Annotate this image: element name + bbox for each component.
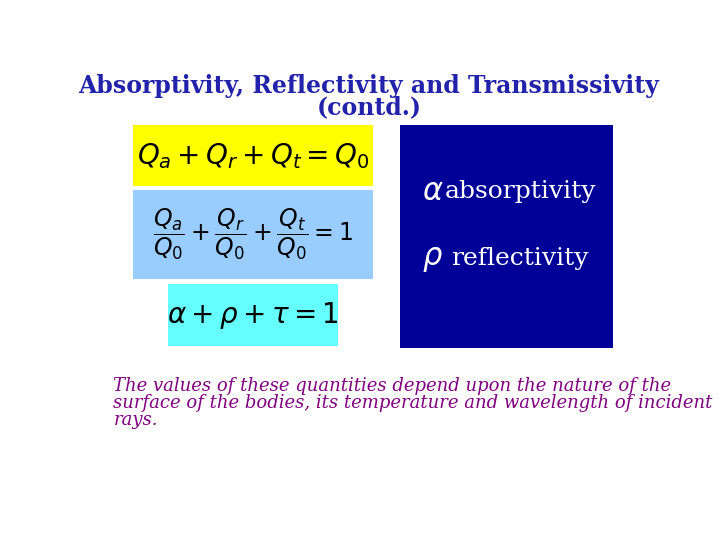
FancyBboxPatch shape	[132, 190, 373, 279]
Text: $\alpha$: $\alpha$	[422, 177, 444, 207]
Text: $\dfrac{Q_a}{Q_0} + \dfrac{Q_r}{Q_0} + \dfrac{Q_t}{Q_0} = 1$: $\dfrac{Q_a}{Q_0} + \dfrac{Q_r}{Q_0} + \…	[153, 207, 353, 262]
Text: The values of these quantities depend upon the nature of the: The values of these quantities depend up…	[113, 377, 671, 395]
FancyBboxPatch shape	[400, 125, 613, 348]
Text: $\rho$: $\rho$	[422, 244, 443, 274]
Text: Absorptivity, Reflectivity and Transmissivity: Absorptivity, Reflectivity and Transmiss…	[78, 75, 660, 98]
Text: (contd.): (contd.)	[317, 95, 421, 119]
Text: reflectivity: reflectivity	[451, 247, 589, 271]
FancyBboxPatch shape	[132, 125, 373, 186]
Text: $Q_a + Q_r + Q_t = Q_0$: $Q_a + Q_r + Q_t = Q_0$	[137, 141, 369, 171]
Text: $\alpha + \rho + \tau = 1$: $\alpha + \rho + \tau = 1$	[167, 300, 338, 330]
FancyBboxPatch shape	[168, 284, 338, 346]
Text: absorptivity: absorptivity	[444, 180, 596, 204]
Text: rays.: rays.	[113, 410, 158, 429]
Text: surface of the bodies, its temperature and wavelength of incident: surface of the bodies, its temperature a…	[113, 394, 713, 411]
